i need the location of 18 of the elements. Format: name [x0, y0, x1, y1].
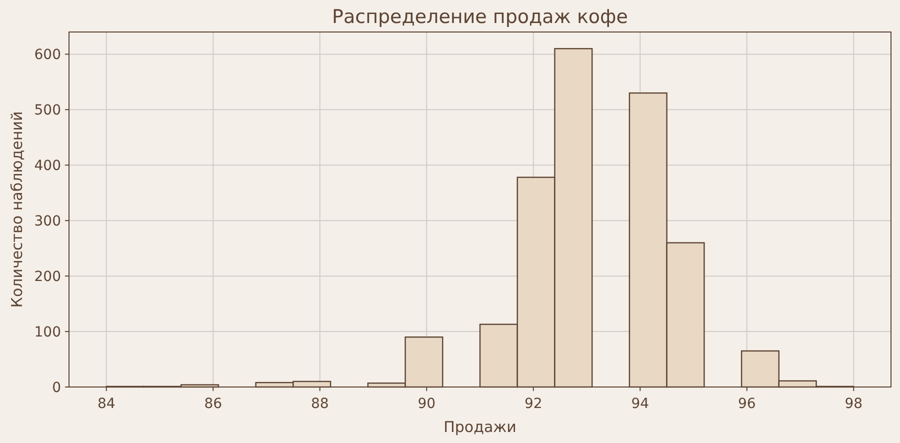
- y-tick-label: 100: [34, 324, 61, 340]
- chart-title: Распределение продаж кофе: [332, 6, 628, 28]
- y-tick-label: 600: [34, 47, 61, 64]
- x-axis-title: Продажи: [444, 418, 516, 436]
- y-tick-label: 200: [34, 268, 61, 285]
- y-tick-label: 400: [34, 158, 61, 174]
- y-axis-title: Количество наблюдений: [8, 111, 26, 308]
- x-tick-label: 84: [97, 396, 116, 412]
- x-tick-label: 90: [418, 396, 436, 412]
- x-tick-label: 86: [204, 396, 222, 412]
- x-tick-label: 88: [310, 396, 329, 412]
- y-tick-label: 0: [52, 380, 61, 396]
- y-tick-label: 300: [34, 213, 61, 230]
- x-tick-label: 96: [738, 396, 756, 412]
- y-tick-label: 500: [34, 102, 61, 119]
- x-tick-label: 94: [631, 396, 650, 412]
- x-tick-label: 98: [844, 396, 863, 412]
- x-tick-label: 92: [524, 396, 542, 412]
